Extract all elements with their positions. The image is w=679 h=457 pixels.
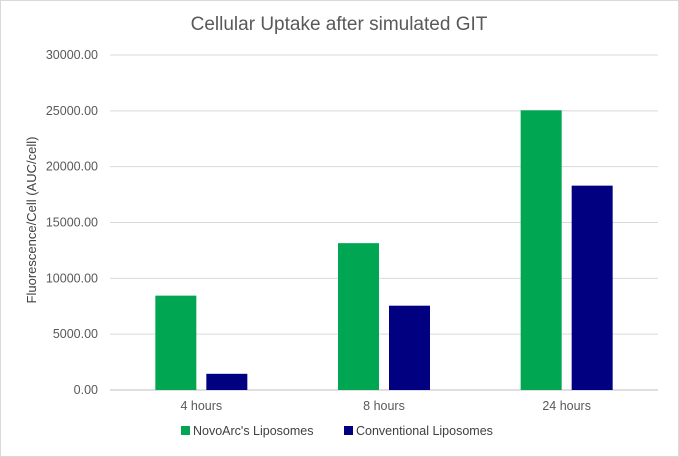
x-tick-label: 24 hours <box>542 399 591 413</box>
gridlines <box>110 54 658 391</box>
legend-swatch <box>344 426 353 435</box>
x-tick-label: 4 hours <box>180 399 222 413</box>
y-tick-label: 20000.00 <box>46 160 98 174</box>
bar-novoarc-1 <box>338 243 379 390</box>
bar-conventional-0 <box>206 373 248 390</box>
bar-conventional-2 <box>571 185 613 390</box>
y-tick-label: 25000.00 <box>46 104 98 118</box>
y-tick-label: 5000.00 <box>53 327 98 341</box>
y-tick-label: 30000.00 <box>46 48 98 62</box>
y-tick-label: 0.00 <box>74 383 98 397</box>
bar-novoarc-2 <box>520 110 562 391</box>
legend-label: NovoArc's Liposomes <box>193 424 314 438</box>
y-axis-label: Fluorescence/Cell (AUC/cell) <box>24 137 39 304</box>
x-tick-label: 8 hours <box>363 399 405 413</box>
bar-conventional-1 <box>389 305 430 390</box>
y-tick-label: 15000.00 <box>46 216 98 230</box>
legend-label: Conventional Liposomes <box>356 424 493 438</box>
chart-title: Cellular Uptake after simulated GIT <box>191 14 488 35</box>
legend: NovoArc's Liposomes Conventional Liposome… <box>181 424 493 438</box>
y-axis-ticks: 0.00 5000.00 10000.00 15000.00 20000.00 25000… <box>46 48 98 397</box>
y-tick-label: 10000.00 <box>46 271 98 285</box>
bars <box>155 110 613 391</box>
x-axis-ticks: 4 hours 8 hours 24 hours <box>180 399 591 413</box>
bar-novoarc-0 <box>155 295 197 390</box>
legend-swatch <box>181 426 190 435</box>
